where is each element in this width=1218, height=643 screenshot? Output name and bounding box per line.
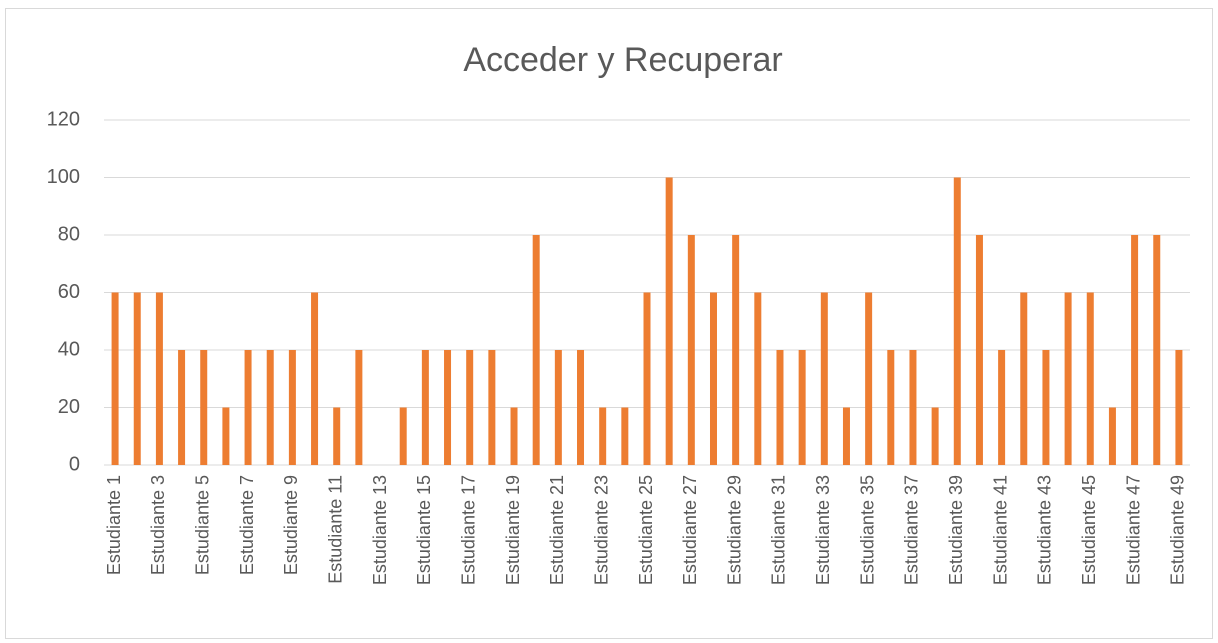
bar (754, 292, 762, 465)
bar (643, 292, 651, 465)
bar (532, 235, 540, 465)
bar (687, 235, 695, 465)
x-tick-label: Estudiante 15 (414, 475, 434, 585)
bar (1086, 292, 1094, 465)
bar (577, 350, 585, 465)
bar (155, 292, 163, 465)
bar (732, 235, 740, 465)
bar (111, 292, 119, 465)
y-tick-label: 60 (58, 281, 80, 303)
bar (510, 407, 518, 465)
bar (266, 350, 274, 465)
bar (355, 350, 363, 465)
bar (975, 235, 983, 465)
bar (200, 350, 208, 465)
x-tick-label: Estudiante 17 (458, 475, 478, 585)
bar (820, 292, 828, 465)
bar (488, 350, 496, 465)
y-tick-label: 0 (69, 453, 80, 475)
bar (865, 292, 873, 465)
bar (1064, 292, 1072, 465)
x-tick-label: Estudiante 41 (990, 475, 1010, 585)
bar (842, 407, 850, 465)
x-tick-label: Estudiante 1 (104, 475, 124, 575)
x-tick-label: Estudiante 23 (591, 475, 611, 585)
bar (1042, 350, 1050, 465)
y-tick-label: 120 (47, 108, 80, 130)
x-tick-label: Estudiante 33 (813, 475, 833, 585)
bar (1175, 350, 1183, 465)
x-tick-label: Estudiante 43 (1035, 475, 1055, 585)
bar (222, 407, 230, 465)
bar (798, 350, 806, 465)
bar (909, 350, 917, 465)
bar (776, 350, 784, 465)
x-tick-label: Estudiante 21 (547, 475, 567, 585)
x-tick-label: Estudiante 31 (769, 475, 789, 585)
bar (288, 350, 296, 465)
bar (709, 292, 717, 465)
x-tick-label: Estudiante 9 (281, 475, 301, 575)
x-tick-label: Estudiante 11 (325, 475, 345, 584)
x-tick-label: Estudiante 29 (724, 475, 744, 585)
bar (1153, 235, 1161, 465)
y-tick-label: 40 (58, 338, 80, 360)
x-tick-label: Estudiante 13 (370, 475, 390, 585)
x-tick-label: Estudiante 49 (1168, 475, 1188, 585)
bar (399, 407, 407, 465)
bar (244, 350, 252, 465)
bar (178, 350, 186, 465)
y-tick-label: 100 (47, 166, 80, 188)
x-tick-label: Estudiante 47 (1123, 475, 1143, 585)
y-tick-label: 20 (58, 396, 80, 418)
bar (1108, 407, 1116, 465)
x-tick-label: Estudiante 35 (857, 475, 877, 585)
bar (466, 350, 474, 465)
bar (333, 407, 341, 465)
x-tick-label: Estudiante 7 (237, 475, 257, 575)
bar (931, 407, 939, 465)
x-tick-label: Estudiante 3 (148, 475, 168, 575)
bar (444, 350, 452, 465)
bar (621, 407, 629, 465)
bar (1131, 235, 1139, 465)
bar (1020, 292, 1028, 465)
x-tick-label: Estudiante 19 (503, 475, 523, 585)
bar (665, 177, 673, 465)
x-tick-label: Estudiante 25 (636, 475, 656, 585)
x-tick-label: Estudiante 5 (192, 475, 212, 575)
x-tick-label: Estudiante 27 (680, 475, 700, 585)
x-tick-label: Estudiante 39 (946, 475, 966, 585)
bar (998, 350, 1006, 465)
bar (311, 292, 319, 465)
x-tick-label: Estudiante 45 (1079, 475, 1099, 585)
bar (421, 350, 429, 465)
chart-border (5, 8, 1213, 639)
bar (599, 407, 607, 465)
bar (887, 350, 895, 465)
x-tick-label: Estudiante 37 (902, 475, 922, 585)
bar (554, 350, 562, 465)
bar (133, 292, 141, 465)
bar (953, 177, 961, 465)
y-tick-label: 80 (58, 223, 80, 245)
chart-title: Acceder y Recuperar (463, 41, 782, 79)
